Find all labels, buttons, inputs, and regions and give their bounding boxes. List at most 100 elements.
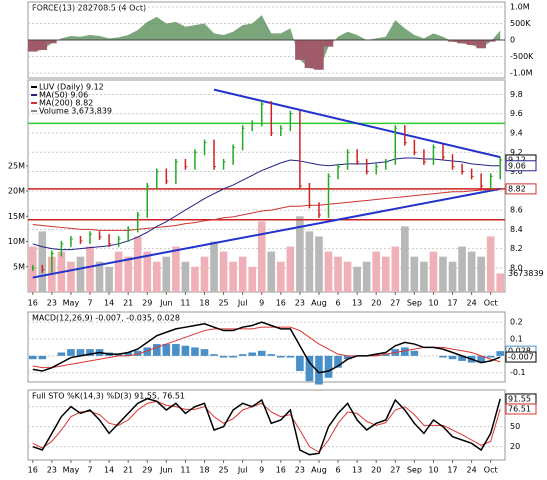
volume-bar bbox=[191, 266, 199, 292]
x-tick-label: May bbox=[63, 466, 80, 475]
macd-hist bbox=[229, 355, 237, 358]
volume-bar bbox=[439, 256, 447, 292]
macd-title: MACD(12,26,9) -0.007, -0.035, 0.028 bbox=[32, 314, 180, 323]
volume-bar bbox=[38, 231, 47, 292]
y-tick-label: 8.0 bbox=[510, 263, 523, 272]
x-tick-label: 23 bbox=[47, 466, 57, 475]
macd-hist bbox=[305, 355, 314, 382]
macd-hist bbox=[410, 350, 419, 356]
volume-bar bbox=[114, 251, 123, 292]
macd-hist bbox=[143, 347, 152, 356]
volume-bar bbox=[86, 246, 94, 292]
volume-bar bbox=[315, 236, 323, 292]
volume-tick-label: 25M bbox=[8, 161, 25, 170]
macd-hist bbox=[334, 355, 342, 368]
macd-hist bbox=[286, 355, 295, 358]
x-tick-label: 9 bbox=[259, 466, 264, 475]
macd-hist bbox=[458, 355, 466, 361]
price-panel bbox=[27, 79, 506, 293]
x-tick-label: 14 bbox=[104, 299, 114, 308]
macd-hist bbox=[381, 354, 390, 356]
volume-bar bbox=[372, 251, 381, 292]
y-tick-label: -0.1 bbox=[510, 368, 526, 377]
y-tick-label: 8.2 bbox=[510, 244, 523, 253]
x-tick-label: 13 bbox=[352, 466, 362, 475]
macd-hist bbox=[200, 349, 209, 356]
sto-d bbox=[32, 400, 501, 453]
x-tick-label: Jul bbox=[237, 299, 248, 308]
y-tick-label: 9.0 bbox=[510, 167, 523, 176]
y-tick-label: -500K bbox=[510, 52, 534, 61]
force-neg bbox=[47, 40, 57, 44]
macd-hist bbox=[477, 355, 485, 363]
volume-bar bbox=[229, 261, 237, 292]
y-tick-label: 50 bbox=[510, 422, 520, 431]
x-tick-label: 29 bbox=[142, 466, 152, 475]
x-tick-label: 16 bbox=[276, 299, 286, 308]
sto-title: Full STO %K(14,3) %D(3) 91.55, 76.51 bbox=[32, 392, 185, 401]
value-tag-label: -0.007 bbox=[508, 353, 534, 362]
volume-tag: 3673839 bbox=[508, 269, 544, 278]
volume-bar bbox=[133, 236, 142, 292]
legend-label: Volume 3,673,839 bbox=[39, 107, 112, 116]
x-tick-label: Sep bbox=[407, 466, 422, 475]
x-tick-label: 14 bbox=[104, 466, 114, 475]
force-area bbox=[28, 15, 501, 70]
x-tick-label: 24 bbox=[467, 299, 477, 308]
force-neg bbox=[476, 40, 486, 49]
y-tick-label: 1.0M bbox=[510, 2, 530, 11]
volume-bar bbox=[276, 261, 285, 292]
y-tick-label: -1.0M bbox=[510, 69, 533, 78]
volume-bar bbox=[257, 221, 266, 292]
y-tick-label: 0.2 bbox=[510, 318, 523, 327]
value-tag-label: 9.06 bbox=[508, 161, 526, 170]
volume-bar bbox=[210, 241, 218, 292]
volume-bar bbox=[391, 246, 400, 292]
macd-hist bbox=[114, 354, 123, 356]
x-tick-label: 10 bbox=[428, 299, 438, 308]
macd-hist bbox=[76, 349, 85, 356]
x-tick-label: Oct bbox=[484, 299, 498, 308]
volume-bar bbox=[381, 256, 390, 292]
x-tick-label: 16 bbox=[28, 299, 38, 308]
volume-bar bbox=[267, 251, 276, 292]
volume-bar bbox=[362, 261, 371, 292]
value-tag bbox=[505, 160, 537, 172]
volume-bar bbox=[305, 231, 314, 292]
x-tick-label: 7 bbox=[87, 466, 92, 475]
x-tick-label: 11 bbox=[180, 466, 190, 475]
x-tick-label: 23 bbox=[295, 299, 305, 308]
volume-bar bbox=[296, 216, 304, 292]
value-tag-label: 9.12 bbox=[508, 155, 526, 164]
volume-bar bbox=[353, 266, 361, 292]
x-tick-label: 6 bbox=[336, 466, 341, 475]
macd-hist bbox=[248, 352, 257, 356]
x-tick-label: 16 bbox=[276, 466, 286, 475]
volume-bar bbox=[343, 261, 352, 292]
x-tick-label: 24 bbox=[467, 466, 477, 475]
value-tag-label: 76.51 bbox=[508, 404, 531, 413]
y-tick-label: 0 bbox=[510, 36, 515, 45]
volume-tick-label: 20M bbox=[8, 187, 25, 196]
legend-label: LUV (Daily) 9.12 bbox=[39, 83, 104, 92]
macd-hist bbox=[28, 355, 37, 360]
macd-hist bbox=[152, 344, 161, 356]
volume-bar bbox=[458, 246, 466, 292]
macd-hist bbox=[181, 345, 190, 356]
y-tick-label: 8.6 bbox=[510, 206, 523, 215]
volume-bar bbox=[143, 251, 152, 292]
x-tick-label: 25 bbox=[218, 466, 228, 475]
y-tick-label: 9.4 bbox=[510, 129, 523, 138]
macd-hist bbox=[296, 355, 304, 372]
x-tick-label: 27 bbox=[390, 466, 400, 475]
volume-bar bbox=[238, 256, 247, 292]
x-tick-label: 11 bbox=[180, 299, 190, 308]
x-tick-label: 20 bbox=[371, 466, 381, 475]
value-tag bbox=[505, 403, 537, 415]
macd-hist bbox=[219, 355, 228, 358]
y-tick-label: 20 bbox=[510, 442, 520, 451]
y-tick-label: 8.4 bbox=[510, 225, 523, 234]
x-tick-label: 16 bbox=[28, 466, 38, 475]
y-tick-label: 9.2 bbox=[510, 148, 523, 157]
